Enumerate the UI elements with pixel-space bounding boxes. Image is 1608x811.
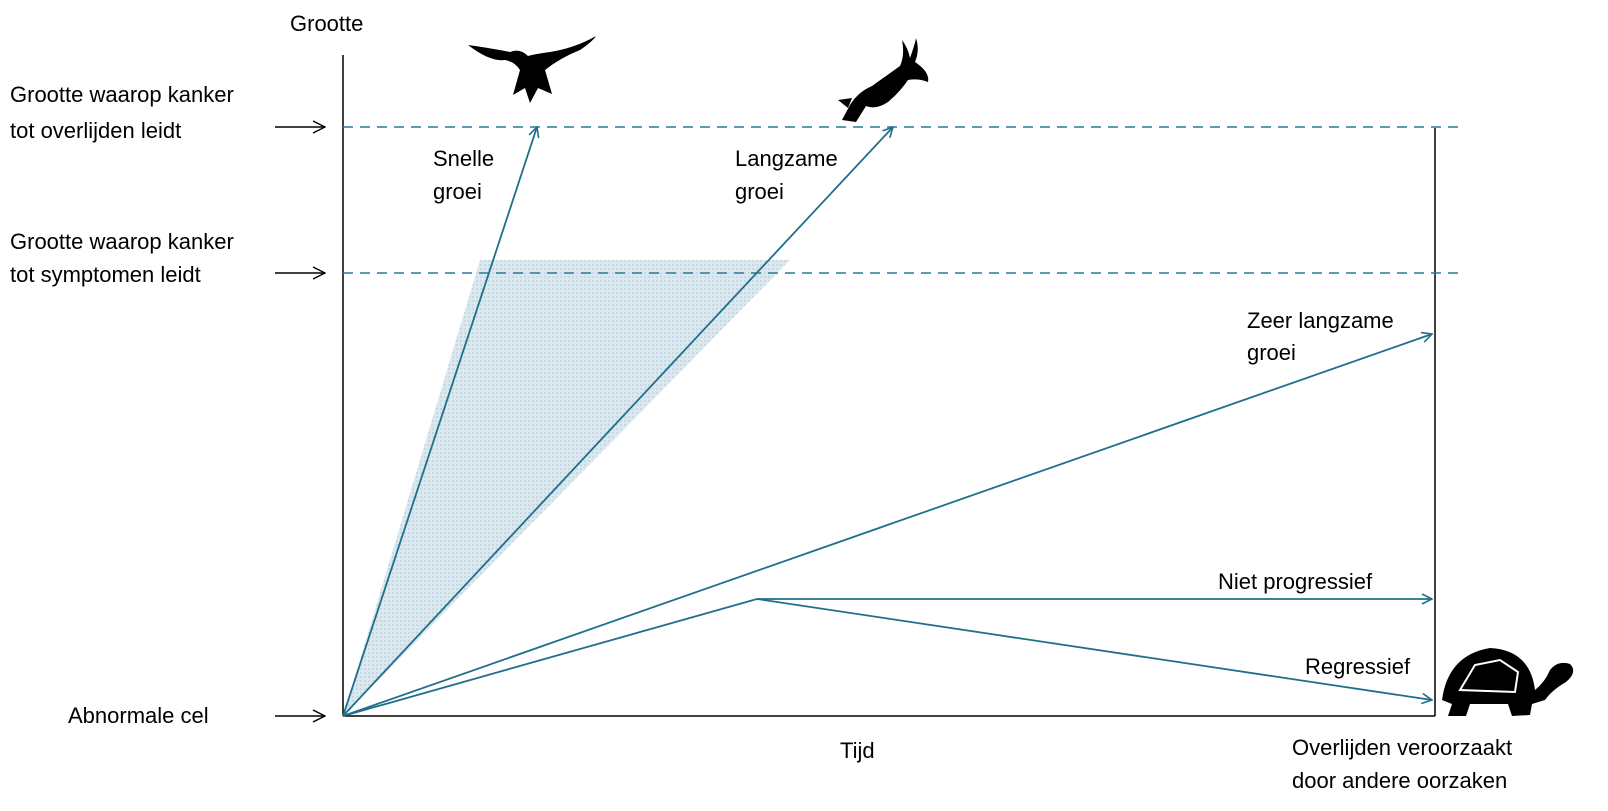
x-axis-label: Tijd bbox=[840, 738, 875, 763]
slow-arrow bbox=[343, 127, 893, 716]
bird-icon bbox=[468, 36, 596, 103]
level-label: tot overlijden leidt bbox=[10, 118, 181, 143]
path-label: groei bbox=[1247, 340, 1296, 365]
other-death-label: Overlijden veroorzaakt bbox=[1292, 735, 1512, 760]
path-label: groei bbox=[433, 179, 482, 204]
diagram: Grootte Tijd Grootte waarop kanker tot o… bbox=[0, 0, 1608, 811]
level-label: Grootte waarop kanker bbox=[10, 82, 234, 107]
path-label: Zeer langzame bbox=[1247, 308, 1394, 333]
y-axis-label: Grootte bbox=[290, 11, 363, 36]
path-label: Langzame bbox=[735, 146, 838, 171]
path-label: Snelle bbox=[433, 146, 494, 171]
turtle-icon bbox=[1442, 648, 1573, 716]
rabbit-icon bbox=[838, 38, 928, 122]
level-label: Grootte waarop kanker bbox=[10, 229, 234, 254]
level-label: tot symptomen leidt bbox=[10, 262, 201, 287]
regressive-arrow bbox=[757, 599, 1432, 700]
path-label: Niet progressief bbox=[1218, 569, 1373, 594]
level-label: Abnormale cel bbox=[68, 703, 209, 728]
shaded-area bbox=[343, 260, 790, 716]
path-label: Regressief bbox=[1305, 654, 1411, 679]
path-label: groei bbox=[735, 179, 784, 204]
other-death-label: door andere oorzaken bbox=[1292, 768, 1507, 793]
